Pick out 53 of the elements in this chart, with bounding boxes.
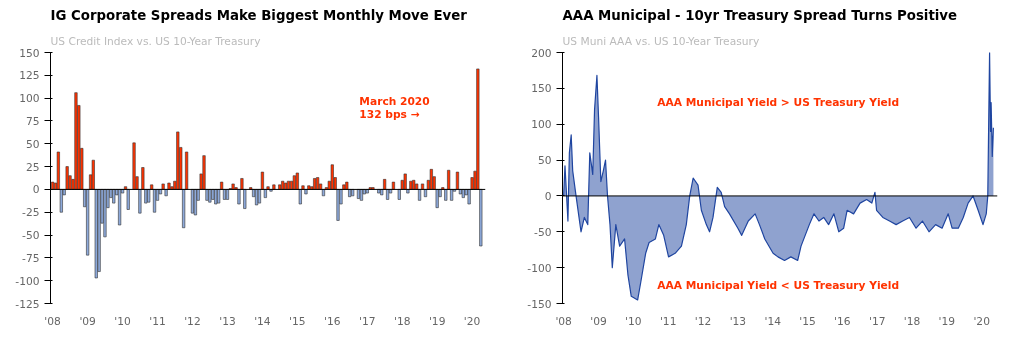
annotation: AAA Municipal Yield > US Treasury Yield (657, 96, 900, 110)
chart-title: IG Corporate Spreads Make Biggest Monthly Move Ever (50, 7, 468, 23)
y-tick-label: 50 (25, 137, 40, 151)
x-tick-label: '19 (428, 314, 446, 328)
x-tick-label: '12 (184, 314, 201, 328)
y-tick-label: 50 (537, 154, 552, 168)
x-tick-label: '17 (868, 314, 886, 328)
x-tick-label: '11 (659, 314, 677, 328)
x-tick-label: '15 (799, 314, 816, 328)
x-tick-label: '16 (324, 314, 341, 328)
y-tick-label: -100 (15, 274, 40, 288)
x-tick-label: '18 (903, 314, 921, 328)
y-tick-label: -50 (534, 225, 552, 239)
x-tick-label: '20 (973, 314, 991, 328)
annotation: March 2020 132 bps → (359, 95, 430, 122)
y-tick-label: 100 (531, 118, 552, 132)
y-tick-label: 0 (32, 183, 40, 197)
x-tick-label: '12 (694, 314, 712, 328)
y-tick-label: 200 (531, 46, 552, 60)
chart-title: AAA Municipal - 10yr Treasury Spread Turns Positive (562, 7, 958, 23)
y-tick-label: -50 (22, 229, 40, 243)
y-tick-label: -100 (527, 261, 552, 275)
y-tick-label: -75 (22, 251, 40, 265)
x-tick-label: '17 (359, 314, 376, 328)
x-tick-label: '13 (219, 314, 236, 328)
chart-subtitle: US Muni AAA vs. US 10-Year Treasury (562, 34, 760, 48)
x-tick-label: '16 (834, 314, 851, 328)
x-tick-label: '15 (289, 314, 306, 328)
x-tick-label: '09 (590, 314, 608, 328)
y-tick-label: -150 (527, 297, 552, 311)
x-tick-label: '13 (729, 314, 747, 328)
annotation: AAA Municipal Yield < US Treasury Yield (657, 279, 900, 293)
x-tick-label: '20 (463, 314, 481, 328)
chart-subtitle: US Credit Index vs. US 10-Year Treasury (50, 34, 261, 48)
y-tick-label: -25 (22, 206, 40, 220)
x-tick-label: '14 (764, 314, 782, 328)
y-tick-label: 75 (25, 114, 40, 128)
x-tick-label: '10 (625, 314, 642, 328)
y-tick-label: 0 (544, 189, 552, 203)
x-tick-label: '11 (149, 314, 166, 328)
y-tick-label: 25 (25, 160, 40, 174)
x-tick-label: '14 (254, 314, 271, 328)
x-tick-label: '10 (114, 314, 132, 328)
y-tick-label: 125 (19, 69, 40, 83)
x-tick-label: '08 (555, 314, 573, 328)
x-tick-label: '18 (393, 314, 411, 328)
y-tick-label: 150 (19, 46, 40, 60)
x-tick-label: '08 (44, 314, 62, 328)
y-tick-label: 100 (19, 92, 40, 106)
x-tick-label: '09 (79, 314, 97, 328)
y-tick-label: -125 (15, 297, 40, 311)
x-tick-label: '19 (938, 314, 956, 328)
y-tick-label: 150 (531, 82, 552, 96)
